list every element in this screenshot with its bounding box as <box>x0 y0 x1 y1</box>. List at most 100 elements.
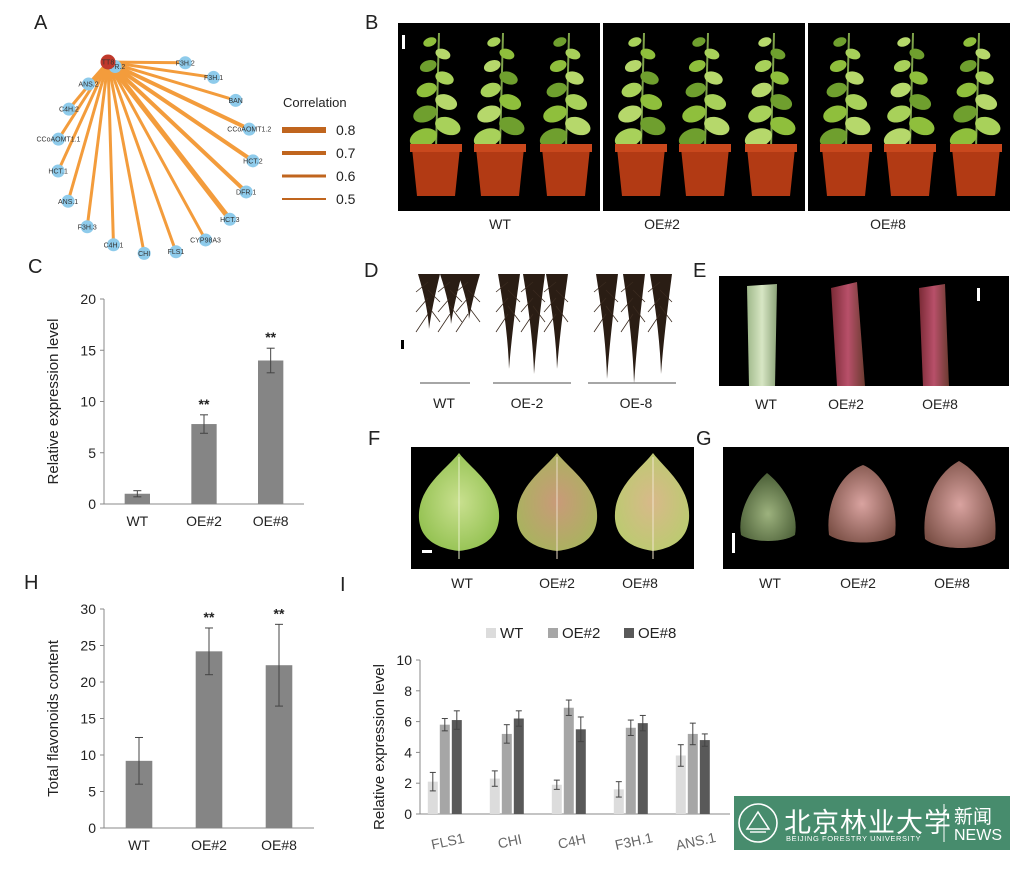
bar-chart-h: 0 5 10 15 20 25 30 WT ** OE#2 ** OE#8 Total flavonoi… <box>45 601 314 853</box>
legend-swatch <box>486 628 496 638</box>
plant-pot <box>886 148 934 196</box>
plant-leaf <box>975 94 998 110</box>
plant-leaf <box>640 71 659 85</box>
x-tick-label: OE#8 <box>253 513 289 529</box>
significance-mark: ** <box>204 609 215 625</box>
root-hair <box>467 305 481 323</box>
bar <box>625 727 636 814</box>
plant-pot-rim <box>679 144 731 152</box>
network-node <box>82 77 96 91</box>
plant-pot-rim <box>820 144 872 152</box>
caption-f-oe2: OE#2 <box>539 575 575 591</box>
grouped-bar-chart-i: 0 2 4 6 8 10 FLS1 CHI C4H F3H.1 ANS.1 WT OE#2 OE#8 Rel… <box>371 625 730 853</box>
plant-leaf <box>435 116 461 136</box>
plant-pot-rim <box>950 144 1002 152</box>
network-center-label: TT8 <box>102 60 115 67</box>
panel-label-f: F <box>368 428 381 450</box>
plant-pot-rim <box>745 144 797 152</box>
plant-leaf <box>883 128 911 148</box>
plant-leaf <box>845 116 871 136</box>
network-node <box>51 132 65 146</box>
network-node <box>80 220 94 234</box>
network-node <box>62 102 76 116</box>
legend-title: Correlation <box>283 95 347 110</box>
root-hair <box>543 313 557 333</box>
caption-d-oe8: OE-8 <box>619 395 653 411</box>
plant-leaf <box>565 94 588 110</box>
legend-swatch <box>548 628 558 638</box>
root-hair <box>437 313 451 333</box>
plant-leaf <box>487 37 501 47</box>
plant-leaf <box>975 48 991 60</box>
plant-leaf <box>959 59 977 73</box>
plant-leaf <box>483 59 501 73</box>
network-node-label: HCT.2 <box>243 158 263 165</box>
plant-leaf <box>845 71 864 85</box>
root-hair <box>632 289 646 303</box>
plant-pot-rim <box>540 144 592 152</box>
x-tick-label: OE#2 <box>191 837 227 853</box>
root-hair <box>555 289 569 303</box>
plant-pot <box>476 148 524 196</box>
network-node <box>61 194 75 208</box>
network-node <box>242 122 256 136</box>
plant-leaf <box>682 105 706 123</box>
network-node-label: HCT.1 <box>48 169 68 176</box>
legend-label: WT <box>500 625 523 642</box>
caption-e-oe8: OE#8 <box>922 396 958 412</box>
network-node-label: CCoAOMT1.2 <box>227 127 271 134</box>
root-hair <box>467 289 481 303</box>
logo-news-en: NEWS <box>954 827 1002 844</box>
plant-pot-rim <box>615 144 667 152</box>
bar <box>451 720 462 814</box>
panel-label-i: I <box>340 574 346 596</box>
network-edge <box>106 61 115 245</box>
legend-label: OE#2 <box>562 625 600 642</box>
panel-label-e: E <box>693 260 707 282</box>
network-node <box>207 70 221 84</box>
y-axis-label: Relative expression level <box>45 319 62 485</box>
plant-image-wt <box>402 32 592 196</box>
plant-leaf <box>499 71 518 85</box>
network-edge <box>107 60 251 131</box>
caption-b-oe8: OE#8 <box>870 216 906 232</box>
bar <box>551 784 562 814</box>
network-edge <box>107 60 214 79</box>
plant-pot-rim <box>884 144 936 152</box>
root-hair <box>495 313 509 333</box>
y-tick-label: 20 <box>80 291 96 307</box>
y-tick-label: 8 <box>404 683 412 699</box>
plant-leaf <box>963 37 977 47</box>
plant-leaf <box>624 59 642 73</box>
root-clump <box>523 274 545 374</box>
network-node <box>106 238 120 252</box>
caption-g-oe2: OE#2 <box>840 575 876 591</box>
root-clump <box>650 274 672 374</box>
bar <box>513 718 524 814</box>
root-hair <box>495 281 509 293</box>
y-tick-label: 10 <box>80 747 96 763</box>
network-node <box>229 93 243 107</box>
plant-leaf <box>949 128 977 148</box>
significance-mark: ** <box>199 396 210 412</box>
root-hair <box>593 297 607 313</box>
root-hair <box>593 281 607 293</box>
network-node-label: C4H.1 <box>104 242 124 249</box>
plant-leaf <box>826 82 847 98</box>
network-edge <box>107 60 186 65</box>
y-tick-label: 0 <box>88 820 96 836</box>
network-node-label: CYP98A3 <box>190 237 221 244</box>
y-tick-label: 15 <box>80 711 96 727</box>
plant-leaf <box>770 71 789 85</box>
root-hair <box>415 297 429 313</box>
y-tick-label: 15 <box>80 342 96 358</box>
plant-leaf <box>975 71 994 85</box>
root-hair <box>555 305 569 323</box>
x-tick-label: ANS.1 <box>674 829 717 853</box>
bar <box>439 724 450 814</box>
root-hair <box>659 289 673 303</box>
plant-leaf <box>678 128 706 148</box>
root-clump <box>498 274 520 369</box>
plant-pot <box>681 148 729 196</box>
root-hair <box>543 297 557 313</box>
